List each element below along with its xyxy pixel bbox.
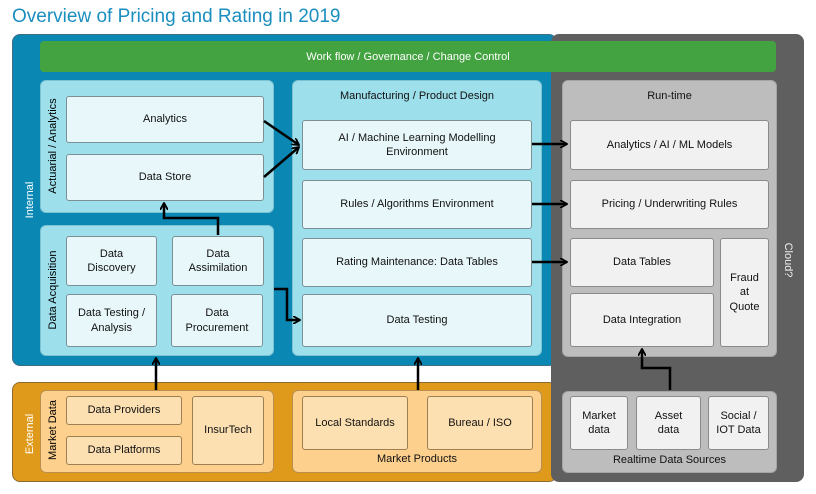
page-title: Overview of Pricing and Rating in 2019 (12, 6, 341, 27)
arrow-realtime-to-integration (642, 349, 672, 390)
arrow-assimilation-to-datastore (164, 203, 220, 235)
arrow-datastore-to-ai (263, 147, 299, 178)
bureau-iso-box: Bureau / ISO (427, 396, 533, 450)
workflow-bar: Work flow / Governance / Change Control (40, 41, 776, 72)
market-data-source-box: Market data (570, 396, 628, 450)
ai-ml-environment-box: AI / Machine Learning Modelling Environm… (302, 120, 532, 170)
data-platforms-box: Data Platforms (66, 436, 182, 465)
rules-environment-box: Rules / Algorithms Environment (302, 180, 532, 229)
data-testing-analysis-box: Data Testing / Analysis (66, 294, 157, 347)
asset-data-box: Asset data (636, 396, 701, 450)
fraud-at-quote-box: Fraud at Quote (720, 238, 769, 347)
runtime-data-tables-box: Data Tables (570, 238, 714, 287)
data-store-box: Data Store (66, 154, 264, 201)
insurtech-box: InsurTech (192, 396, 264, 465)
data-discovery-box: Data Discovery (66, 236, 157, 286)
runtime-title: Run-time (647, 90, 692, 102)
pricing-rules-box: Pricing / Underwriting Rules (570, 180, 769, 229)
market-products-title: Market Products (376, 453, 458, 465)
data-providers-box: Data Providers (66, 396, 182, 425)
data-integration-box: Data Integration (570, 293, 714, 347)
data-testing-box: Data Testing (302, 294, 532, 347)
data-assimilation-box: Data Assimilation (172, 236, 264, 286)
arrow-acquisition-to-testing (274, 287, 300, 320)
rating-maintenance-box: Rating Maintenance: Data Tables (302, 238, 532, 287)
data-procurement-box: Data Procurement (171, 294, 263, 347)
local-standards-box: Local Standards (302, 396, 408, 450)
manufacturing-title: Manufacturing / Product Design (339, 90, 495, 102)
runtime-analytics-box: Analytics / AI / ML Models (570, 120, 769, 170)
arrow-analytics-to-ai (263, 119, 299, 147)
analytics-box: Analytics (66, 96, 264, 143)
social-iot-data-box: Social / IOT Data (708, 396, 769, 450)
realtime-title: Realtime Data Sources (612, 454, 727, 466)
